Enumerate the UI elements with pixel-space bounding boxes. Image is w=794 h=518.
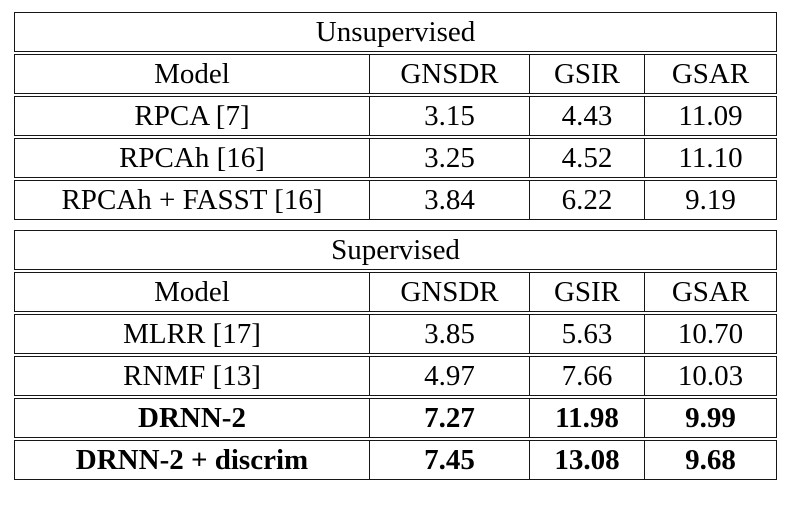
table-row: DRNN-2 7.27 11.98 9.99 xyxy=(14,398,777,438)
table-row: DRNN-2 + discrim 7.45 13.08 9.68 xyxy=(14,440,777,480)
model-cell: DRNN-2 + discrim xyxy=(14,440,370,480)
table-body-unsupervised: Unsupervised Model GNSDR GSIR GSAR RPCA [7] 3.… xyxy=(14,12,778,220)
value-cell: 9.68 xyxy=(645,440,777,480)
value-cell: 10.03 xyxy=(645,356,777,396)
column-header: GSAR xyxy=(645,54,778,94)
value-cell: 11.10 xyxy=(645,138,778,178)
figure-table-wrapper: Unsupervised Model GNSDR GSIR GSAR RPCA [7] 3.… xyxy=(14,10,778,482)
column-header-row: Model GNSDR GSIR GSAR xyxy=(14,272,777,312)
value-cell: 11.09 xyxy=(645,96,778,136)
column-header: GSIR xyxy=(530,272,645,312)
column-header: GSIR xyxy=(530,54,645,94)
value-cell: 9.99 xyxy=(645,398,777,438)
results-table-unsupervised: Unsupervised Model GNSDR GSIR GSAR RPCA [7] 3.… xyxy=(14,10,778,222)
model-cell: RPCAh + FASST [16] xyxy=(14,180,370,220)
model-cell: RPCA [7] xyxy=(14,96,370,136)
value-cell: 9.19 xyxy=(645,180,778,220)
value-cell: 6.22 xyxy=(530,180,645,220)
section-title-row: Unsupervised xyxy=(14,12,778,52)
value-cell: 7.27 xyxy=(370,398,530,438)
value-cell: 4.97 xyxy=(370,356,530,396)
value-cell: 11.98 xyxy=(530,398,645,438)
column-header: GNSDR xyxy=(370,272,530,312)
value-cell: 3.84 xyxy=(370,180,530,220)
section-title: Unsupervised xyxy=(14,12,778,52)
value-cell: 7.45 xyxy=(370,440,530,480)
value-cell: 3.15 xyxy=(370,96,530,136)
table-row: RPCA [7] 3.15 4.43 11.09 xyxy=(14,96,778,136)
results-table-supervised: Supervised Model GNSDR GSIR GSAR MLRR [17] 3.8… xyxy=(14,228,777,482)
value-cell: 5.63 xyxy=(530,314,645,354)
value-cell: 4.43 xyxy=(530,96,645,136)
value-cell: 3.25 xyxy=(370,138,530,178)
column-header: Model xyxy=(14,272,370,312)
section-title: Supervised xyxy=(14,230,777,270)
column-header-row: Model GNSDR GSIR GSAR xyxy=(14,54,778,94)
model-cell: RPCAh [16] xyxy=(14,138,370,178)
column-header: GSAR xyxy=(645,272,777,312)
table-row: MLRR [17] 3.85 5.63 10.70 xyxy=(14,314,777,354)
value-cell: 10.70 xyxy=(645,314,777,354)
table-row: RPCAh + FASST [16] 3.84 6.22 9.19 xyxy=(14,180,778,220)
column-header: Model xyxy=(14,54,370,94)
column-header: GNSDR xyxy=(370,54,530,94)
model-cell: DRNN-2 xyxy=(14,398,370,438)
value-cell: 3.85 xyxy=(370,314,530,354)
section-title-row: Supervised xyxy=(14,230,777,270)
table-row: RNMF [13] 4.97 7.66 10.03 xyxy=(14,356,777,396)
model-cell: MLRR [17] xyxy=(14,314,370,354)
table-row: RPCAh [16] 3.25 4.52 11.10 xyxy=(14,138,778,178)
value-cell: 7.66 xyxy=(530,356,645,396)
model-cell: RNMF [13] xyxy=(14,356,370,396)
value-cell: 13.08 xyxy=(530,440,645,480)
table-body-supervised: Supervised Model GNSDR GSIR GSAR MLRR [17] 3.8… xyxy=(14,230,777,480)
value-cell: 4.52 xyxy=(530,138,645,178)
